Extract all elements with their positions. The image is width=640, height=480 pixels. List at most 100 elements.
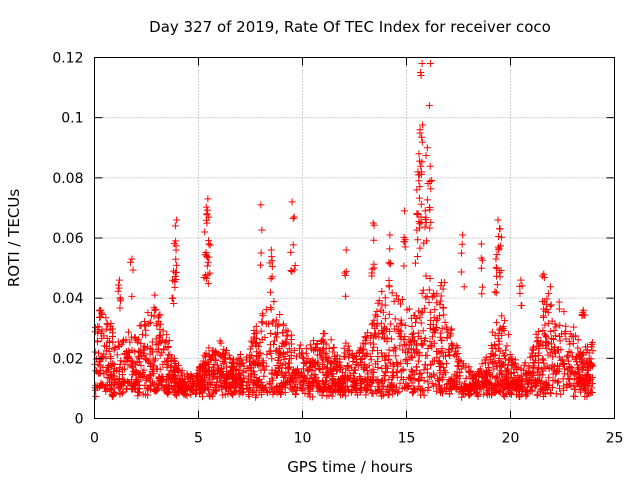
data-point — [539, 392, 547, 400]
data-point — [422, 214, 430, 222]
data-point — [271, 366, 279, 374]
data-point — [180, 390, 188, 398]
data-point — [427, 316, 435, 324]
data-point — [418, 60, 426, 68]
data-point — [391, 315, 399, 323]
data-point — [329, 387, 337, 395]
data-point — [502, 381, 510, 389]
data-point — [274, 386, 282, 394]
data-point — [542, 300, 550, 308]
data-point — [316, 365, 324, 373]
data-point — [529, 343, 537, 351]
data-point — [405, 383, 413, 391]
data-point — [124, 328, 132, 336]
data-point — [547, 327, 555, 335]
data-point — [291, 261, 299, 269]
data-point — [115, 375, 123, 383]
data-point — [219, 358, 227, 366]
data-point — [342, 392, 350, 400]
data-point — [171, 283, 179, 291]
data-point — [440, 352, 448, 360]
data-point — [203, 262, 211, 270]
data-point — [388, 383, 396, 391]
data-point — [319, 369, 327, 377]
data-point — [127, 382, 135, 390]
data-point — [120, 358, 128, 366]
data-point — [303, 359, 311, 366]
data-point — [383, 337, 391, 345]
data-point — [345, 385, 353, 393]
data-point — [408, 322, 416, 330]
data-point — [134, 389, 142, 397]
data-point — [477, 264, 485, 272]
data-point — [153, 365, 161, 373]
data-point — [433, 323, 441, 331]
data-point — [198, 389, 206, 397]
data-point — [496, 326, 504, 334]
data-point — [518, 282, 526, 290]
data-point — [433, 299, 441, 307]
data-point — [566, 363, 574, 371]
data-point — [342, 268, 350, 276]
data-point — [318, 337, 326, 345]
data-point — [115, 276, 123, 284]
data-point — [100, 350, 108, 358]
data-point — [556, 337, 564, 345]
data-point — [167, 362, 175, 370]
data-point — [375, 329, 383, 337]
data-point — [116, 360, 124, 368]
data-point — [569, 339, 577, 347]
data-point — [319, 378, 327, 386]
data-point — [577, 388, 585, 396]
data-point — [221, 354, 229, 362]
data-point — [459, 390, 467, 398]
data-point — [231, 373, 239, 381]
data-point — [306, 359, 314, 367]
data-point — [424, 384, 432, 392]
data-point — [549, 383, 557, 391]
data-point — [184, 383, 192, 391]
data-point — [386, 359, 394, 367]
data-point — [332, 363, 340, 371]
data-point — [299, 382, 307, 390]
data-point — [547, 301, 555, 309]
data-point — [198, 378, 206, 386]
data-point — [431, 327, 439, 335]
data-point — [95, 383, 103, 391]
data-point — [436, 300, 444, 308]
data-point — [460, 360, 468, 368]
data-point — [538, 365, 546, 373]
data-point — [439, 303, 447, 311]
data-point — [193, 377, 201, 385]
data-point — [539, 297, 547, 305]
data-point — [354, 362, 362, 370]
data-point — [415, 194, 423, 202]
data-point — [418, 385, 426, 393]
data-point — [99, 354, 107, 362]
data-point — [565, 348, 573, 356]
data-point — [511, 380, 519, 388]
data-point — [262, 320, 270, 328]
data-point — [551, 320, 559, 328]
data-point — [94, 369, 102, 377]
data-point — [383, 325, 391, 333]
data-point — [213, 361, 221, 369]
data-point — [470, 387, 478, 395]
data-point — [497, 242, 505, 250]
data-point — [516, 392, 524, 400]
data-point — [169, 367, 177, 375]
data-point — [448, 325, 456, 333]
data-point — [502, 367, 510, 375]
data-point — [468, 375, 476, 383]
data-point — [381, 301, 389, 309]
data-point — [333, 351, 341, 359]
data-point — [445, 389, 453, 397]
data-point — [541, 307, 549, 315]
data-point — [246, 351, 254, 359]
data-point — [492, 263, 500, 271]
data-point — [342, 292, 350, 300]
data-point — [513, 365, 521, 373]
data-point — [449, 342, 457, 350]
data-point — [483, 389, 491, 397]
data-point — [299, 349, 307, 357]
